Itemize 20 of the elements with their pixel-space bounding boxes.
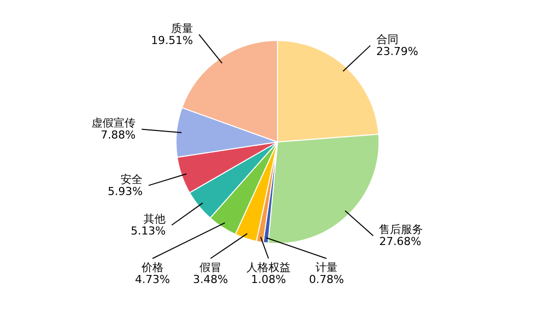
slice-label: 虚假宣传	[92, 116, 136, 130]
slice-label: 人格权益	[246, 260, 290, 274]
data-label: 23.79%	[376, 44, 418, 58]
slice-label: 售后服务	[379, 223, 424, 236]
slice-label: 假冒	[200, 260, 222, 274]
slice-label: 价格	[140, 260, 164, 274]
data-label: 5.93%	[108, 184, 143, 198]
data-label: 3.48%	[193, 272, 228, 286]
slice-label: 安全	[120, 172, 143, 186]
slice-label: 计量	[316, 260, 338, 274]
data-label: 5.13%	[130, 224, 166, 238]
data-label: 0.78%	[309, 272, 344, 286]
data-label: 1.08%	[251, 272, 286, 286]
data-label: 4.73%	[135, 272, 170, 286]
data-label: 27.68%	[379, 235, 422, 248]
data-label: 7.88%	[100, 128, 136, 142]
slice-label: 质量	[170, 22, 193, 35]
slice-label: 其他	[144, 212, 166, 226]
data-label: 19.51%	[151, 34, 193, 47]
slice-label: 合同	[376, 32, 398, 46]
